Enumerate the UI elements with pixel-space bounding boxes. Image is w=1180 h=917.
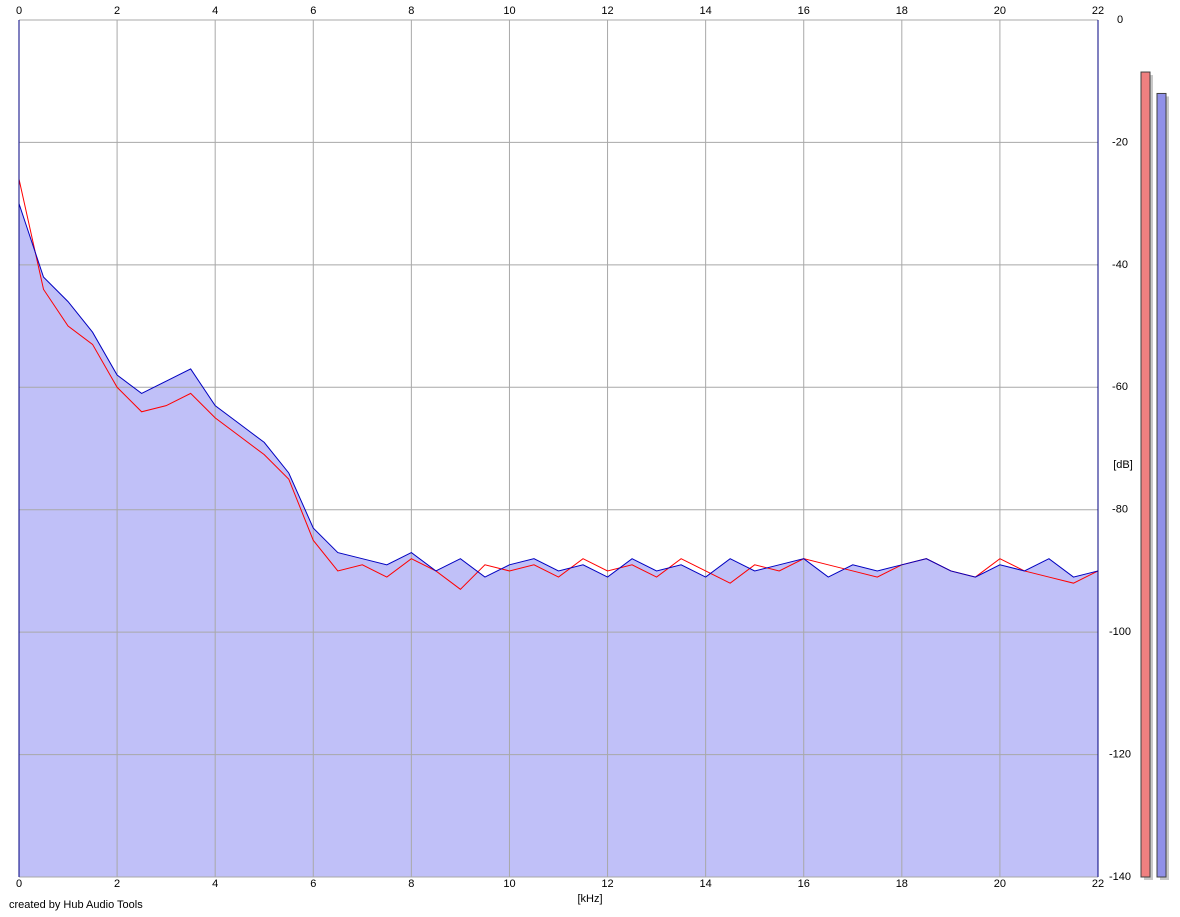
x-tick-label: 4 bbox=[212, 5, 218, 17]
x-tick-label: 12 bbox=[601, 5, 613, 17]
x-tick-label: 12 bbox=[601, 878, 613, 890]
x-tick-label: 2 bbox=[114, 5, 120, 17]
y-tick-label: -80 bbox=[1112, 504, 1128, 516]
y-tick-label: 0 bbox=[1117, 14, 1123, 26]
x-tick-label: 10 bbox=[503, 878, 515, 890]
spectrum-line bbox=[18, 203, 1099, 578]
x-tick-label: 14 bbox=[700, 878, 712, 890]
y-axis-label: [dB] bbox=[1113, 459, 1133, 471]
x-tick-label: 8 bbox=[408, 5, 414, 17]
x-tick-label: 16 bbox=[798, 878, 810, 890]
area bbox=[19, 203, 1098, 878]
x-tick-label: 0 bbox=[16, 878, 22, 890]
y-tick-label: -60 bbox=[1112, 381, 1128, 393]
x-tick-label: 22 bbox=[1092, 5, 1104, 17]
x-tick-label: 10 bbox=[503, 5, 515, 17]
y-tick-label: -40 bbox=[1112, 259, 1128, 271]
x-tick-label: 6 bbox=[310, 5, 316, 17]
x-axis-label: [kHz] bbox=[577, 893, 602, 905]
x-tick-label: 0 bbox=[16, 5, 22, 17]
x-tick-label: 20 bbox=[994, 5, 1006, 17]
x-tick-label: 18 bbox=[896, 878, 908, 890]
x-tick-label: 20 bbox=[994, 878, 1006, 890]
x-tick-label: 6 bbox=[310, 878, 316, 890]
level-meter bbox=[1140, 71, 1151, 878]
y-tick-label: -100 bbox=[1109, 626, 1131, 638]
x-tick-label: 4 bbox=[212, 878, 218, 890]
y-tick-label: -140 bbox=[1109, 871, 1131, 883]
x-tick-label: 22 bbox=[1092, 878, 1104, 890]
x-tick-label: 14 bbox=[700, 5, 712, 17]
x-tick-label: 2 bbox=[114, 878, 120, 890]
x-tick-label: 16 bbox=[798, 5, 810, 17]
x-tick-label: 18 bbox=[896, 5, 908, 17]
level-meter bbox=[1156, 92, 1167, 878]
y-tick-label: -20 bbox=[1112, 136, 1128, 148]
credit: created by Hub Audio Tools bbox=[9, 899, 143, 911]
x-tick-label: 8 bbox=[408, 878, 414, 890]
y-tick-label: -120 bbox=[1109, 748, 1131, 760]
